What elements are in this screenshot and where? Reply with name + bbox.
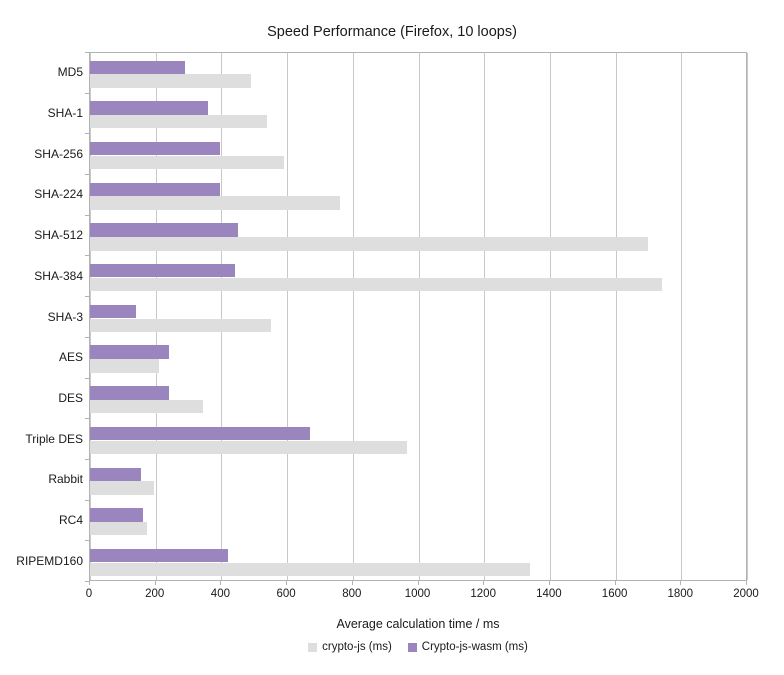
y-label-sha-256: SHA-256 <box>34 146 83 161</box>
bar-crypto-js-rc4 <box>90 522 148 536</box>
legend-swatch-icon <box>308 642 318 652</box>
y-tick-13 <box>85 581 89 582</box>
x-tick-1200 <box>483 581 485 585</box>
y-tick-6 <box>85 296 89 297</box>
legend-swatch-icon <box>407 642 417 652</box>
x-tick-label-1600: 1600 <box>601 588 628 600</box>
bar-crypto-js-wasm-sha-512 <box>90 223 238 237</box>
x-tick-200 <box>154 581 156 585</box>
bar-crypto-js-sha-512 <box>90 237 649 251</box>
bar-crypto-js-aes <box>90 359 159 373</box>
bar-crypto-js-wasm-sha-224 <box>90 182 220 197</box>
y-label-rc4: RC4 <box>58 512 83 527</box>
legend-label: crypto-js (ms) <box>322 641 392 653</box>
legend: crypto-js (ms) Crypto-js-wasm (ms) <box>89 641 747 653</box>
y-label-sha-384: SHA-384 <box>34 268 83 283</box>
bar-crypto-js-wasm-md5 <box>90 60 186 74</box>
gridline-x-1800 <box>681 53 683 580</box>
x-tick-1600 <box>614 581 616 585</box>
y-label-aes: AES <box>58 350 83 365</box>
bar-crypto-js-wasm-des <box>90 386 169 400</box>
y-label-rabbit: Rabbit <box>48 472 83 487</box>
y-label-sha-1: SHA-1 <box>47 106 83 121</box>
x-tick-0 <box>89 581 90 585</box>
y-tick-4 <box>85 215 89 216</box>
bar-crypto-js-wasm-sha-256 <box>90 141 220 156</box>
x-tick-label-200: 200 <box>145 588 165 600</box>
x-axis-title: Average calculation time / ms <box>336 617 500 631</box>
bar-crypto-js-triple-des <box>90 440 407 455</box>
x-tick-800 <box>351 581 353 585</box>
bar-crypto-js-wasm-rabbit <box>90 467 141 481</box>
x-tick-2000 <box>746 581 747 585</box>
x-tick-label-800: 800 <box>342 588 362 600</box>
x-tick-label-1200: 1200 <box>470 588 496 600</box>
bar-crypto-js-sha-256 <box>90 155 284 170</box>
y-label-ripemd160: RIPEMD160 <box>16 553 83 568</box>
gridline-x-2000 <box>747 53 748 580</box>
bar-crypto-js-sha-384 <box>90 277 662 292</box>
y-tick-5 <box>85 255 89 256</box>
bar-crypto-js-wasm-rc4 <box>90 508 143 522</box>
y-label-sha-224: SHA-224 <box>34 187 83 202</box>
bar-crypto-js-sha-3 <box>90 318 271 332</box>
x-tick-label-2000: 2000 <box>733 588 759 600</box>
y-label-triple-des: Triple DES <box>25 431 83 446</box>
y-tick-11 <box>85 500 89 501</box>
x-tick-label-1400: 1400 <box>536 588 562 600</box>
gridline-x-1200 <box>484 53 486 580</box>
y-tick-0 <box>85 52 89 53</box>
gridline-x-600 <box>287 53 289 580</box>
gridline-x-1400 <box>549 53 551 580</box>
x-tick-600 <box>286 581 288 585</box>
bar-crypto-js-wasm-ripemd160 <box>90 548 228 563</box>
legend-item-crypto-js-wasm: Crypto-js-wasm (ms) <box>407 641 528 653</box>
bar-crypto-js-wasm-triple-des <box>90 426 311 441</box>
x-tick-label-1800: 1800 <box>667 588 694 600</box>
y-label-sha-512: SHA-512 <box>34 228 83 243</box>
legend-label: Crypto-js-wasm (ms) <box>421 641 528 653</box>
y-tick-1 <box>85 93 89 94</box>
bar-crypto-js-sha-1 <box>90 115 268 129</box>
x-tick-1400 <box>548 581 550 585</box>
chart-title: Speed Performance (Firefox, 10 loops) <box>267 24 517 40</box>
bar-crypto-js-ripemd160 <box>90 562 531 577</box>
x-tick-1800 <box>680 581 682 585</box>
gridline-x-200 <box>155 53 157 580</box>
legend-item-crypto-js: crypto-js (ms) <box>308 641 392 653</box>
x-tick-1000 <box>417 581 419 585</box>
gridline-x-400 <box>221 53 223 580</box>
gridline-x-800 <box>352 53 354 580</box>
y-tick-8 <box>85 378 89 379</box>
gridline-x-1600 <box>615 53 617 580</box>
x-tick-400 <box>220 581 222 585</box>
y-label-sha-3: SHA-3 <box>47 309 83 324</box>
bar-crypto-js-des <box>90 399 204 414</box>
plot-area <box>89 52 748 581</box>
gridline-x-1000 <box>418 53 420 580</box>
bar-crypto-js-rabbit <box>90 481 155 495</box>
bar-crypto-js-wasm-aes <box>90 345 169 359</box>
y-tick-3 <box>85 174 89 175</box>
y-tick-10 <box>85 459 89 460</box>
bar-crypto-js-md5 <box>90 74 251 88</box>
x-tick-label-1000: 1000 <box>404 588 431 600</box>
bar-crypto-js-wasm-sha-3 <box>90 304 136 319</box>
y-tick-2 <box>85 133 89 134</box>
bar-crypto-js-sha-224 <box>90 196 340 210</box>
bar-crypto-js-wasm-sha-384 <box>90 264 235 278</box>
x-tick-label-400: 400 <box>210 588 230 600</box>
x-tick-label-600: 600 <box>276 588 296 600</box>
x-tick-label-0: 0 <box>85 588 93 600</box>
y-label-des: DES <box>58 390 83 405</box>
y-label-md5: MD5 <box>57 65 83 80</box>
y-tick-7 <box>85 337 89 338</box>
y-tick-12 <box>85 540 89 541</box>
bar-crypto-js-wasm-sha-1 <box>90 101 209 115</box>
y-tick-9 <box>85 418 89 419</box>
